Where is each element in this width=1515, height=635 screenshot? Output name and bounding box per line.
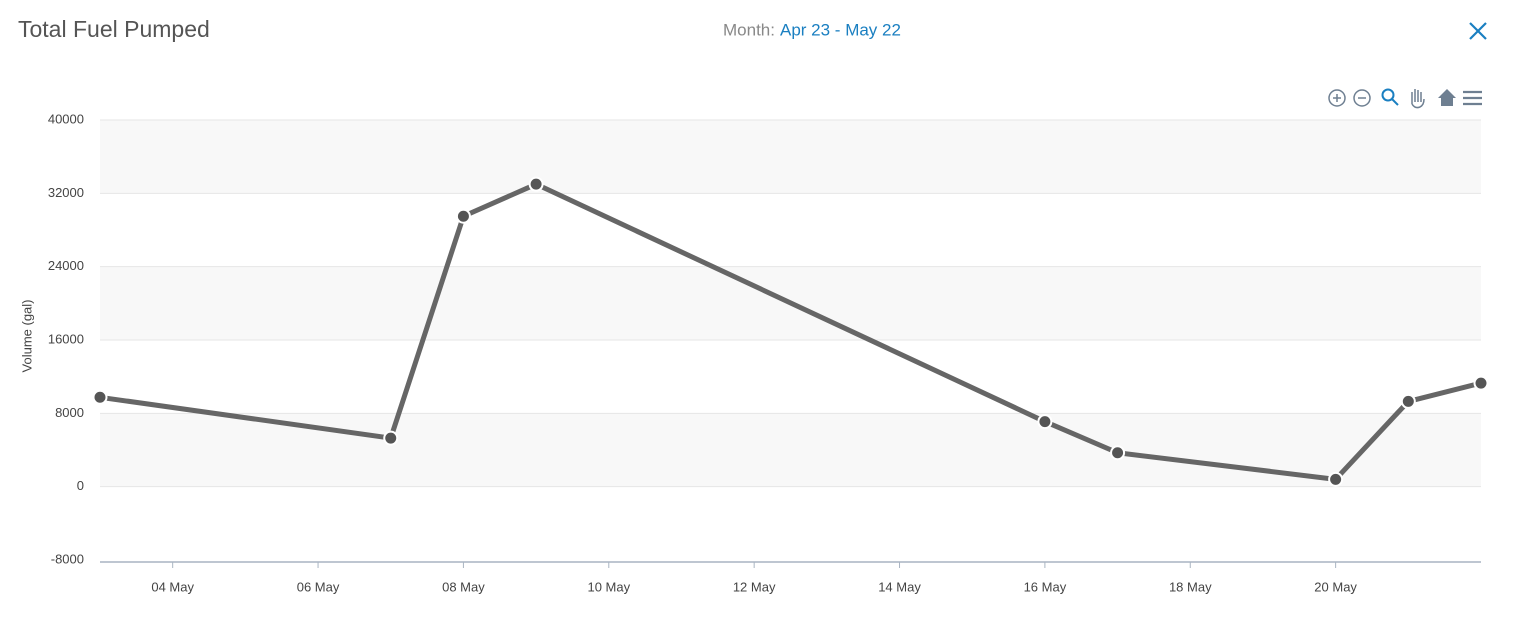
grid-band bbox=[100, 413, 1481, 487]
x-tick-label: 06 May bbox=[297, 579, 340, 594]
zoom-in[interactable] bbox=[1328, 89, 1346, 107]
data-point bbox=[1037, 414, 1053, 430]
period-value[interactable]: Apr 23 - May 22 bbox=[780, 20, 901, 39]
x-tick-label: 20 May bbox=[1314, 579, 1357, 594]
period-label: Month: bbox=[723, 20, 775, 39]
x-tick-label: 04 May bbox=[151, 579, 194, 594]
data-point bbox=[1328, 471, 1344, 487]
zoom-select[interactable] bbox=[1381, 88, 1399, 106]
y-tick-label: 24000 bbox=[48, 258, 84, 273]
y-tick-label: 16000 bbox=[48, 331, 84, 346]
data-point bbox=[92, 389, 108, 405]
y-tick-label: 0 bbox=[77, 478, 84, 493]
menu[interactable] bbox=[1463, 90, 1482, 106]
data-point bbox=[455, 208, 471, 224]
x-tick-label: 12 May bbox=[733, 579, 776, 594]
chart-title: Total Fuel Pumped bbox=[18, 16, 210, 42]
x-tick-label: 14 May bbox=[878, 579, 921, 594]
y-tick-label: 8000 bbox=[55, 405, 84, 420]
y-axis-label: Volume (gal) bbox=[19, 300, 34, 373]
y-tick-label: 40000 bbox=[48, 111, 84, 126]
toolbar bbox=[1328, 88, 1482, 109]
x-tick-label: 10 May bbox=[587, 579, 630, 594]
pan[interactable] bbox=[1411, 89, 1425, 109]
data-point bbox=[1110, 445, 1126, 461]
data-point bbox=[1473, 375, 1489, 391]
data-point bbox=[1400, 393, 1416, 409]
close-button[interactable] bbox=[1469, 22, 1487, 40]
y-tick-label: 32000 bbox=[48, 185, 84, 200]
x-tick-label: 16 May bbox=[1024, 579, 1067, 594]
y-tick-label: -8000 bbox=[51, 551, 84, 566]
x-tick-label: 08 May bbox=[442, 579, 485, 594]
data-point bbox=[528, 176, 544, 192]
grid-band bbox=[100, 120, 1481, 194]
zoom-out[interactable] bbox=[1353, 89, 1371, 107]
data-point bbox=[383, 430, 399, 446]
x-tick-label: 18 May bbox=[1169, 579, 1212, 594]
reset[interactable] bbox=[1438, 89, 1456, 106]
